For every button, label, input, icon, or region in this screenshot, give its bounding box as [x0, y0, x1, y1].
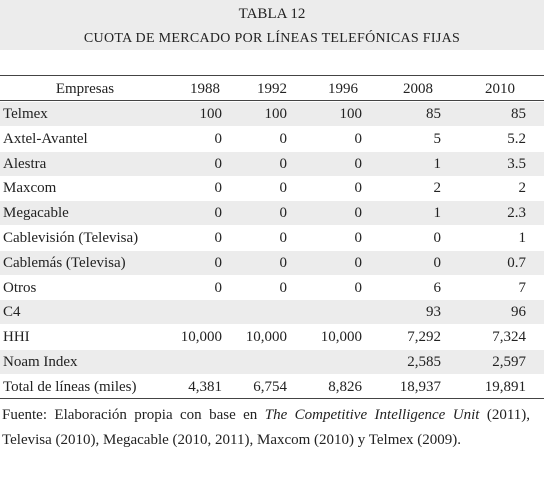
cell-value: 100 — [199, 106, 223, 122]
cell-value: 0 — [214, 130, 223, 147]
cell-value: 4,381 — [188, 378, 222, 395]
cell-value: 0 — [214, 254, 223, 271]
cell-value: 3.5 — [507, 155, 526, 172]
cell-value: 7,292 — [407, 329, 441, 346]
row-label: Cablevisión (Televisa) — [3, 230, 139, 246]
cell-value: 85 — [426, 106, 441, 122]
cell-value: 1 — [433, 205, 442, 222]
source-text: Fuente: Elaboración propia con base en — [2, 407, 258, 423]
row-label: Total de líneas (miles) — [3, 378, 137, 395]
cell-value: 2,585 — [407, 354, 441, 370]
cell-value: 0 — [214, 155, 223, 172]
cell-value: 0 — [279, 155, 288, 172]
cell-value: 0 — [214, 230, 223, 246]
column-header: 1996 — [328, 81, 358, 97]
cell-value: 10,000 — [245, 329, 287, 346]
cell-value: 0 — [354, 155, 363, 172]
cell-value: 85 — [511, 106, 526, 122]
cell-value: 1 — [518, 230, 527, 246]
rule — [0, 75, 544, 76]
source-note: Fuente: Elaboración propia con base en T… — [2, 403, 530, 453]
cell-value: 0 — [354, 254, 363, 271]
cell-value: 18,937 — [399, 378, 441, 395]
cell-value: 0 — [433, 254, 442, 271]
cell-value: 2 — [433, 180, 442, 197]
cell-value: 2,597 — [492, 354, 526, 370]
cell-value: 0 — [354, 205, 363, 222]
cell-value: 0 — [279, 230, 288, 246]
cell-value: 2.3 — [507, 205, 526, 222]
cell-value: 0 — [214, 279, 223, 296]
cell-value: 10,000 — [180, 329, 222, 346]
column-header: 2010 — [485, 81, 515, 97]
cell-value: 0 — [354, 180, 363, 197]
cell-value: 0 — [279, 254, 288, 271]
cell-value: 1 — [433, 155, 442, 172]
cell-value: 0 — [279, 205, 288, 222]
rule — [0, 398, 544, 399]
cell-value: 0 — [279, 130, 288, 147]
column-header: 1988 — [190, 81, 220, 97]
cell-value: 10,000 — [320, 329, 362, 346]
row-label: Maxcom — [3, 180, 57, 197]
cell-value: 0 — [433, 230, 442, 246]
cell-value: 6 — [433, 279, 442, 296]
row-label: Telmex — [3, 106, 48, 122]
cell-value: 2 — [518, 180, 527, 197]
cell-value: 93 — [426, 304, 441, 321]
row-shade — [0, 102, 544, 126]
cell-value: 0 — [354, 279, 363, 296]
cell-value: 0 — [279, 279, 288, 296]
column-header: Empresas — [55, 81, 115, 97]
row-label: HHI — [3, 329, 30, 346]
column-header: 1992 — [257, 81, 287, 97]
source-text: (2011), Televisa (2010), Megacable (2010… — [2, 407, 531, 448]
row-label: Otros — [3, 279, 37, 296]
cell-value: 100 — [264, 106, 288, 122]
cell-value: 96 — [511, 304, 526, 321]
cell-value: 19,891 — [484, 378, 526, 395]
row-label: Axtel-Avantel — [3, 130, 88, 147]
cell-value: 0 — [354, 130, 363, 147]
row-label: C4 — [3, 304, 21, 321]
cell-value: 100 — [339, 106, 363, 122]
cell-value: 5.2 — [507, 130, 526, 147]
cell-value: 7 — [518, 279, 527, 296]
row-label: Megacable — [3, 205, 69, 222]
source-italic: The Competitive Intelligence Unit — [264, 407, 480, 423]
cell-value: 0 — [279, 180, 288, 197]
row-label: Alestra — [3, 155, 47, 172]
column-header: 2008 — [403, 81, 433, 97]
cell-value: 0.7 — [507, 254, 526, 271]
cell-value: 7,324 — [492, 329, 526, 346]
row-shade — [0, 350, 544, 374]
row-shade — [0, 201, 544, 226]
cell-value: 8,826 — [328, 378, 362, 395]
cell-value: 0 — [354, 230, 363, 246]
row-label: Noam Index — [3, 354, 78, 370]
title-band — [0, 0, 544, 50]
cell-value: 5 — [433, 130, 442, 147]
row-shade — [0, 250, 544, 275]
row-shade — [0, 300, 544, 325]
cell-value: 0 — [214, 180, 223, 197]
table-subtitle: CUOTA DE MERCADO POR LÍNEAS TELEFÓNICAS … — [83, 31, 461, 46]
row-shade — [0, 151, 544, 176]
rule — [0, 100, 544, 101]
table-title: TABLA 12 — [238, 6, 306, 22]
row-label: Cablemás (Televisa) — [3, 254, 126, 271]
cell-value: 0 — [214, 205, 223, 222]
cell-value: 6,754 — [253, 378, 287, 395]
